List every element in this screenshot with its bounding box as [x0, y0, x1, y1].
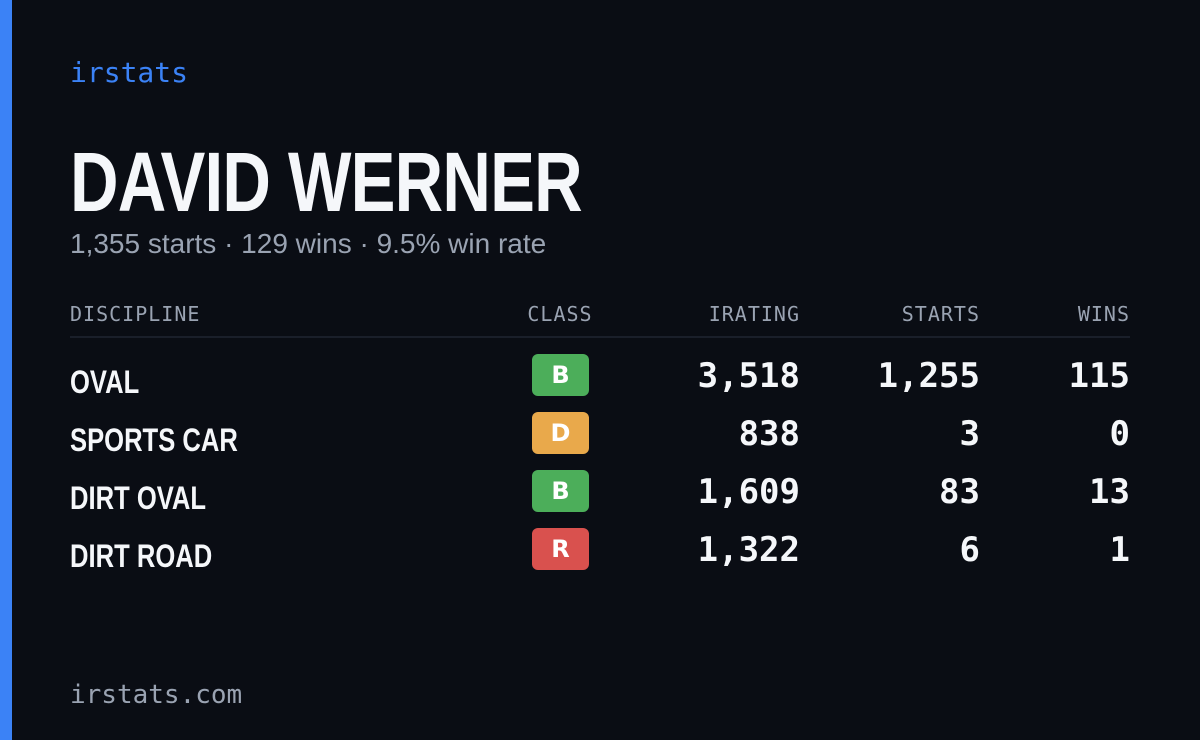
driver-name: DAVID WERNER — [70, 135, 583, 229]
column-header: IRATING — [708, 302, 800, 326]
irating: 1,322 — [697, 530, 800, 570]
brand: irstats — [70, 56, 189, 89]
class-badge: B — [532, 470, 589, 512]
column-header: DISCIPLINE — [70, 302, 201, 326]
column-header: STARTS — [901, 302, 980, 326]
discipline: SPORTS CAR — [70, 422, 238, 458]
starts: 1,255 — [877, 356, 980, 396]
discipline: OVAL — [70, 364, 140, 400]
class-badge: B — [532, 354, 589, 396]
class-badge: D — [532, 412, 589, 454]
starts: 6 — [959, 530, 980, 570]
column-header: WINS — [1077, 302, 1130, 326]
discipline: DIRT OVAL — [70, 480, 207, 516]
wins: 115 — [1068, 356, 1130, 396]
wins: 1 — [1109, 530, 1130, 570]
class-badge: R — [532, 528, 589, 570]
header-divider — [70, 336, 1130, 338]
wins: 13 — [1089, 472, 1130, 512]
irating: 1,609 — [697, 472, 800, 512]
footer: irstats.com — [70, 680, 243, 710]
driver-summary: 1,355 starts · 129 wins · 9.5% win rate — [70, 228, 547, 259]
starts: 83 — [939, 472, 980, 512]
irating: 3,518 — [697, 356, 800, 396]
irating: 838 — [738, 414, 800, 454]
accent-bar — [0, 0, 12, 740]
wins: 0 — [1109, 414, 1130, 454]
starts: 3 — [959, 414, 980, 454]
discipline: DIRT ROAD — [70, 538, 213, 574]
column-header: CLASS — [527, 302, 593, 326]
